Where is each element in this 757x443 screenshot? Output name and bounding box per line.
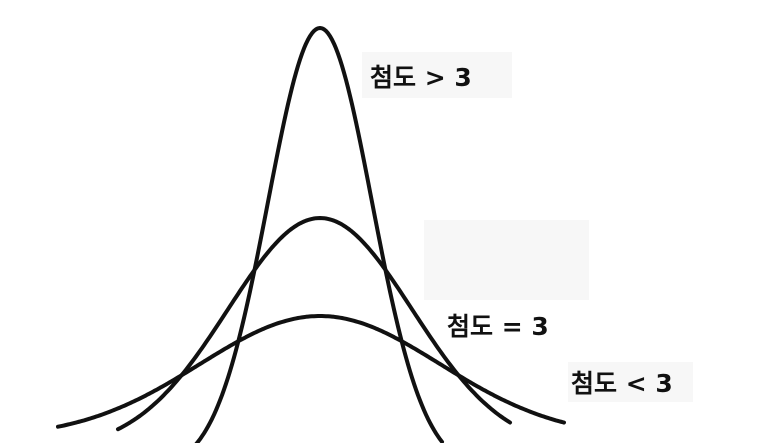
curve-kurtosis-high bbox=[194, 26, 444, 443]
label-backdrop-low bbox=[568, 362, 693, 402]
label-backdrop-high bbox=[362, 52, 512, 98]
curve-kurtosis-low bbox=[56, 314, 566, 429]
label-kurtosis-low: 첨도 < 3 bbox=[571, 369, 673, 398]
label-kurtosis-high: 첨도 > 3 bbox=[370, 63, 472, 92]
label-kurtosis-normal: 첨도 = 3 bbox=[447, 312, 549, 341]
label-backdrop-normal bbox=[424, 220, 589, 300]
